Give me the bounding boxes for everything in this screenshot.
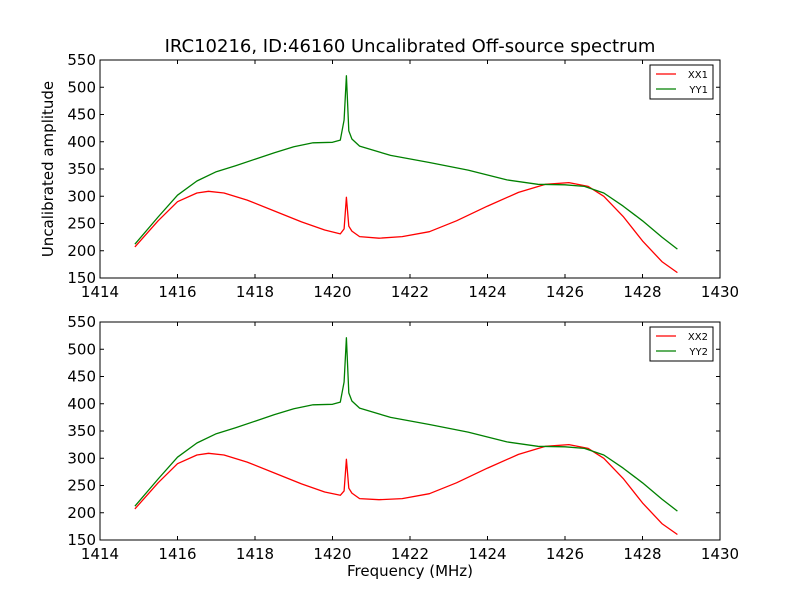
x-tick-label: 1414 (81, 283, 119, 301)
y-tick-label: 450 (67, 368, 96, 386)
x-tick-label: 1422 (391, 283, 429, 301)
y-tick-label: 350 (67, 160, 96, 178)
legend-box (649, 64, 714, 100)
legend-label-yy1: YY1 (688, 85, 708, 96)
x-tick-label: 1414 (81, 545, 119, 563)
legend-label-xx1: XX1 (688, 70, 708, 81)
y-tick-label: 350 (67, 422, 96, 440)
x-tick-label: 1420 (313, 545, 351, 563)
y-tick-label: 150 (67, 269, 96, 287)
y-tick-label: 150 (67, 531, 96, 549)
y-tick-label: 300 (67, 449, 96, 467)
x-tick-label: 1426 (546, 545, 584, 563)
y-tick-label: 250 (67, 477, 96, 495)
x-tick-label: 1424 (468, 545, 506, 563)
y-tick-label: 550 (67, 51, 96, 69)
y-tick-label: 500 (67, 340, 96, 358)
legend-label-xx2: XX2 (688, 332, 708, 343)
legend-box (649, 326, 714, 362)
chart-title: IRC10216, ID:46160 Uncalibrated Off-sour… (165, 36, 656, 57)
y-tick-label: 300 (67, 187, 96, 205)
x-tick-label: 1424 (468, 283, 506, 301)
series-line-yy2 (134, 337, 678, 512)
y-tick-label: 200 (67, 242, 96, 260)
y-tick-label: 250 (67, 215, 96, 233)
x-tick-label: 1426 (546, 283, 584, 301)
x-tick-label: 1416 (158, 545, 196, 563)
y-axis-label: Uncalibrated amplitude (39, 81, 57, 257)
x-axis-label: Frequency (MHz) (347, 562, 473, 580)
y-tick-label: 400 (67, 395, 96, 413)
x-tick-label: 1428 (623, 283, 661, 301)
x-tick-label: 1418 (236, 545, 274, 563)
legend-label-yy2: YY2 (688, 347, 708, 358)
plot-area (99, 321, 721, 541)
x-tick-label: 1430 (701, 545, 739, 563)
x-tick-label: 1420 (313, 283, 351, 301)
plot-area (99, 59, 721, 279)
bottom-panel: 1414 1416 1418 1420 1422 1424 1426 1428 1430 150 2… (67, 313, 739, 563)
y-tick-label: 450 (67, 106, 96, 124)
x-tick-label: 1418 (236, 283, 274, 301)
y-tick-label: 550 (67, 313, 96, 331)
series-line-yy1 (134, 75, 678, 250)
x-tick-label: 1416 (158, 283, 196, 301)
y-tick-label: 200 (67, 504, 96, 522)
x-tick-label: 1430 (701, 283, 739, 301)
x-tick-label: 1428 (623, 545, 661, 563)
x-tick-label: 1422 (391, 545, 429, 563)
y-tick-label: 500 (67, 78, 96, 96)
y-tick-label: 400 (67, 133, 96, 151)
top-panel: 1414 1416 1418 1420 1422 1424 1426 1428 1430 150 2… (67, 51, 739, 301)
